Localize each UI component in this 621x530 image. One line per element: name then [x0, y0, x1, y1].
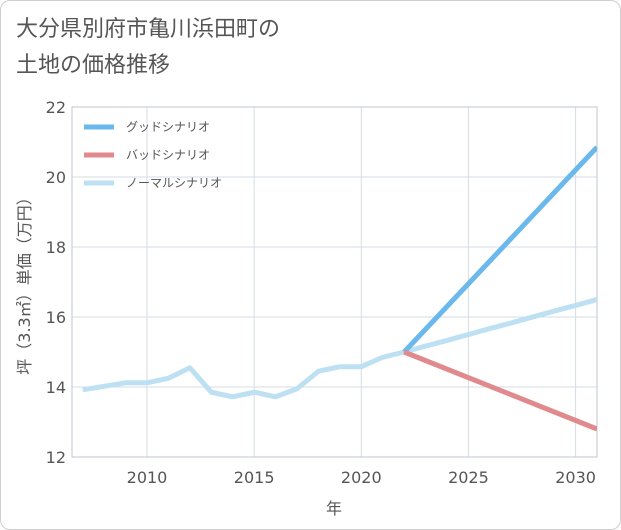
- y-tick-label: 14: [46, 378, 66, 397]
- x-tick-label: 2030: [555, 468, 596, 487]
- series-line-2: [82, 297, 597, 400]
- x-tick-label: 2025: [448, 468, 489, 487]
- x-tick-label: 2015: [234, 468, 275, 487]
- series-line-1: [403, 349, 597, 432]
- chart-title-line-1: 大分県別府市亀川浜田町の: [16, 17, 281, 42]
- grid: [72, 106, 597, 458]
- y-tick-label: 16: [46, 308, 66, 327]
- y-tick-label: 12: [46, 448, 66, 467]
- chart-title-line-2: 土地の価格推移: [16, 53, 171, 78]
- plot-frame: [71, 106, 598, 458]
- chart-title: 大分県別府市亀川浜田町の 土地の価格推移: [16, 12, 280, 84]
- plot-background: [72, 107, 597, 457]
- y-tick-label: 20: [46, 168, 66, 187]
- legend-label-1: バッドシナリオ: [126, 148, 210, 162]
- x-axis-label: 年: [326, 499, 342, 518]
- y-tick-label: 18: [46, 238, 66, 257]
- y-tick-label: 22: [46, 98, 66, 117]
- x-tick-label: 2020: [341, 468, 382, 487]
- x-tick-label: 2010: [127, 468, 168, 487]
- series-layer: [82, 145, 597, 432]
- legend-label-0: グッドシナリオ: [126, 120, 210, 134]
- y-axis-label: 坪（3.3㎡）単価（万円）: [15, 189, 34, 374]
- tick-labels: 2010 2015 2020 2025 2030 12 14 16 18 20 22: [46, 98, 596, 487]
- series-line-0: [402, 145, 597, 354]
- legend-label-2: ノーマルシナリオ: [126, 176, 222, 190]
